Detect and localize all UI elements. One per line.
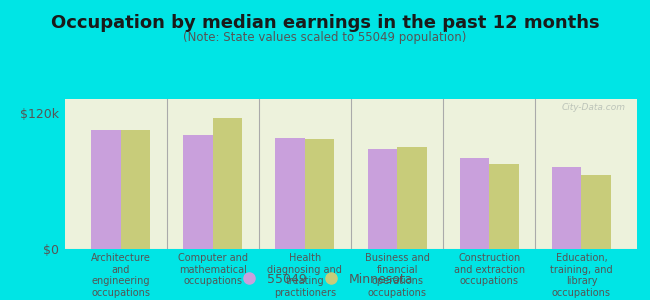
Bar <box>460 158 489 249</box>
Bar <box>552 167 582 249</box>
Bar <box>91 130 120 249</box>
Bar <box>368 149 397 249</box>
Bar <box>276 138 305 249</box>
Bar <box>582 175 611 249</box>
Legend: 55049, Minnesota: 55049, Minnesota <box>231 268 419 291</box>
Text: Occupation by median earnings in the past 12 months: Occupation by median earnings in the pas… <box>51 14 599 32</box>
Bar <box>397 147 426 249</box>
Bar <box>213 118 242 249</box>
Bar <box>489 164 519 249</box>
Bar <box>120 130 150 249</box>
Bar <box>183 135 213 249</box>
Text: (Note: State values scaled to 55049 population): (Note: State values scaled to 55049 popu… <box>183 32 467 44</box>
Bar <box>305 139 334 249</box>
Text: City-Data.com: City-Data.com <box>562 103 625 112</box>
